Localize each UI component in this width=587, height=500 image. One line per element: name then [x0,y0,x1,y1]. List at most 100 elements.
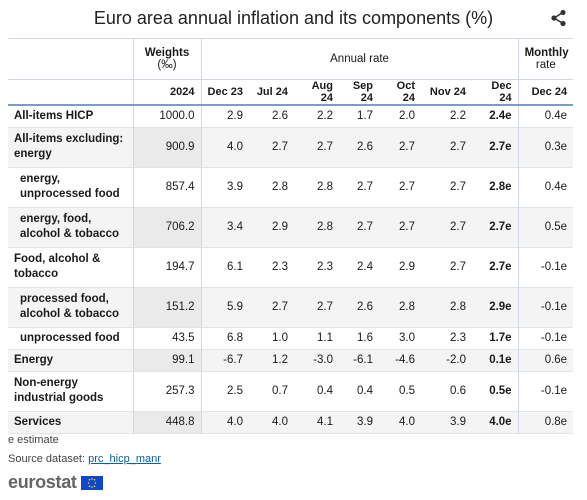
value-cell: 3.9 [450,416,466,428]
value-cell: 2.9e [489,301,512,313]
weight-cell: 1000.0 [132,105,201,127]
value-cell: 1.7 [357,110,373,123]
monthly-rate-header: Monthly rate [517,38,574,80]
monthly-cell: 0.5e [517,207,574,247]
col-header: Nov 24 [421,79,472,106]
value-cell: 4.0 [200,411,249,433]
corner-header [8,38,133,80]
value-cell: 2.9 [200,105,249,127]
source-dataset: Source dataset: prc_hicp_manr [8,453,161,465]
value-cell: 2.6 [357,301,373,313]
value-cell: 4.0 [272,416,288,428]
value-cell: 6.8 [200,327,249,349]
monthly-cell: 0.4e [517,167,574,207]
eurostat-logo: eurostat [8,472,103,493]
value-cell: 2.2 [450,110,466,123]
value-cell: 2.4 [357,261,373,273]
value-cell: 2.7 [399,221,415,233]
value-cell: 2.2 [317,110,333,123]
estimate-note: e estimate [8,434,59,446]
value-cell: 2.7 [272,141,288,153]
eu-flag-icon [80,475,103,490]
value-cell: 3.4 [200,207,249,247]
table-row: All-items HICP 1000.0 2.9 2.6 2.2 1.7 2.0 2.2 2.… [8,105,574,127]
value-cell: 2.8 [317,221,333,233]
value-cell: 2.7e [489,221,512,233]
table-row: energy, unprocessed food 857.4 3.9 2.8 2.8 2.… [8,167,574,207]
value-cell: 2.8 [450,301,466,313]
monthly-cell: 0.4e [517,105,574,127]
value-cell: 1.2 [272,354,288,366]
col-header: Dec 24 [472,79,519,106]
table-row: unprocessed food 43.5 6.8 1.0 1.1 1.6 3.0 2.3 1.… [8,327,574,349]
value-cell: 0.4 [317,385,333,397]
monthly-cell: -0.1e [517,371,574,411]
share-icon[interactable] [550,9,568,27]
value-cell: 2.7 [317,141,333,153]
value-cell: 4.1 [317,416,333,428]
monthly-col-header: Dec 24 [517,79,574,106]
value-cell: -6.1 [353,354,373,366]
weights-header: Weights (‰) [132,38,201,80]
row-label: Food, alcohol & tobacco [14,253,101,280]
value-cell: 2.5 [200,371,249,411]
value-cell: 1.6 [357,332,373,344]
value-cell: -2.0 [446,354,466,366]
value-cell: 6.1 [200,247,249,287]
value-cell: 2.7e [489,141,512,153]
annual-rate-header: Annual rate [200,38,519,80]
value-cell: 2.0 [399,110,415,123]
value-cell: 2.7 [399,181,415,193]
row-label: unprocessed food [20,331,120,344]
value-cell: 2.7 [450,141,466,153]
col-header: Sep 24 [339,79,379,106]
value-cell: 2.7 [399,141,415,153]
value-cell: 2.7 [450,221,466,233]
value-cell: 5.9 [200,287,249,327]
value-cell: 2.9 [272,221,288,233]
monthly-cell: -0.1e [517,247,574,287]
value-cell: 0.5 [399,385,415,397]
weight-cell: 900.9 [132,127,201,167]
value-cell: 2.4e [489,110,512,123]
value-cell: 0.4 [357,385,373,397]
value-cell: 2.8 [317,181,333,193]
table-row: Food, alcohol & tobacco 194.7 6.1 2.3 2.3 2.4… [8,247,574,287]
weight-cell: 99.1 [132,349,201,371]
row-label: All-items excluding: energy [14,133,124,160]
table-row: Non-energy industrial goods 257.3 2.5 0.7 0.… [8,371,574,411]
value-cell: 2.6 [357,141,373,153]
row-label: energy, unprocessed food [20,173,120,200]
monthly-cell: 0.8e [517,411,574,433]
row-label: energy, food, alcohol & tobacco [20,213,120,240]
value-cell: -3.0 [313,354,333,366]
monthly-cell: 0.3e [517,127,574,167]
source-link[interactable]: prc_hicp_manr [88,453,161,465]
weight-cell: 151.2 [132,287,201,327]
value-cell: 1.1 [317,332,333,344]
monthly-cell: -0.1e [517,327,574,349]
table-row: energy, food, alcohol & tobacco 706.2 3.4 2… [8,207,574,247]
page-title: Euro area annual inflation and its compo… [93,8,494,28]
value-cell: 0.6 [450,385,466,397]
value-cell: 2.3 [450,332,466,344]
value-cell: 2.7 [357,181,373,193]
value-cell: -6.7 [200,349,249,371]
weights-year-header: 2024 [132,79,201,106]
value-cell: 2.3 [317,261,333,273]
table-row: All-items excluding: energy 900.9 4.0 2.7 2.… [8,127,574,167]
value-cell: 0.7 [272,385,288,397]
weight-cell: 194.7 [132,247,201,287]
weight-cell: 448.8 [132,411,201,433]
value-cell: 2.9 [399,261,415,273]
value-cell: 2.7 [357,221,373,233]
monthly-cell: 0.6e [517,349,574,371]
col-header: Aug 24 [294,79,339,106]
value-cell: 2.7 [450,181,466,193]
value-cell: 3.0 [399,332,415,344]
value-cell: 0.1e [489,354,512,366]
value-cell: 0.5e [489,385,512,397]
value-cell: 3.9 [200,167,249,207]
weight-cell: 43.5 [132,327,201,349]
weight-cell: 857.4 [132,167,201,207]
